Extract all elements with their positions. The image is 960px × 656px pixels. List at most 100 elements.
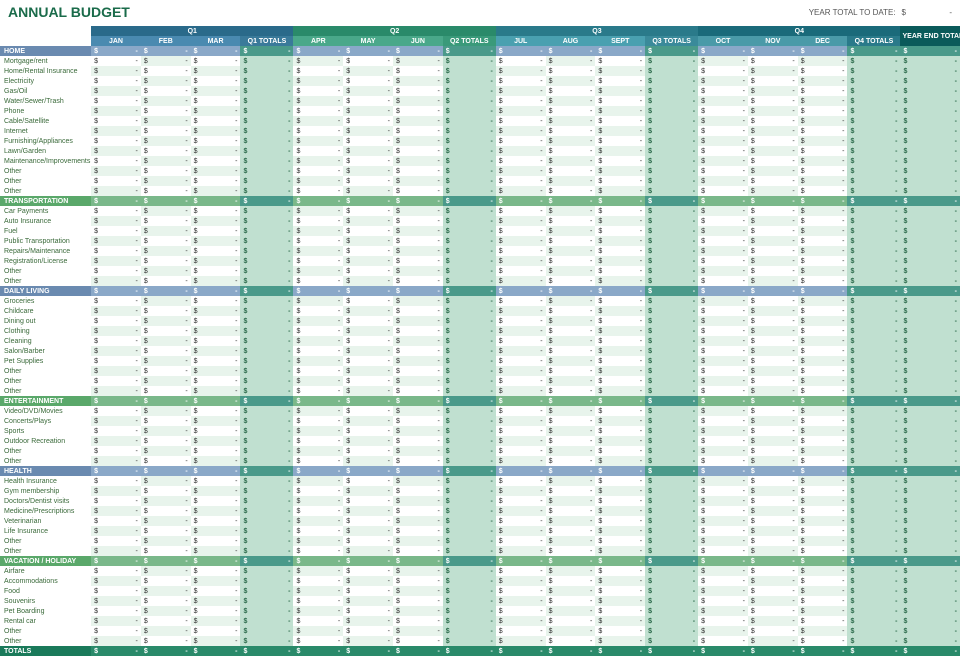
amount-cell[interactable]: $-	[900, 146, 960, 156]
amount-cell[interactable]: $-	[191, 126, 241, 136]
amount-cell[interactable]: $-	[443, 126, 496, 136]
amount-cell[interactable]: $-	[645, 86, 698, 96]
amount-cell[interactable]: $-	[91, 536, 141, 546]
amount-cell[interactable]: $-	[698, 146, 748, 156]
amount-cell[interactable]: $-	[900, 576, 960, 586]
amount-cell[interactable]: $-	[645, 506, 698, 516]
amount-cell[interactable]: $-	[393, 86, 443, 96]
amount-cell[interactable]: $-	[595, 436, 645, 446]
amount-cell[interactable]: $-	[393, 66, 443, 76]
amount-cell[interactable]: $-	[240, 406, 293, 416]
amount-cell[interactable]: $-	[343, 606, 393, 616]
amount-cell[interactable]: $-	[191, 376, 241, 386]
amount-cell[interactable]: $-	[343, 566, 393, 576]
amount-cell[interactable]: $-	[141, 626, 191, 636]
amount-cell[interactable]: $-	[900, 406, 960, 416]
amount-cell[interactable]: $-	[798, 76, 848, 86]
amount-cell[interactable]: $-	[496, 446, 546, 456]
amount-cell[interactable]: $-	[595, 296, 645, 306]
amount-cell[interactable]: $-	[798, 246, 848, 256]
amount-cell[interactable]: $-	[141, 456, 191, 466]
amount-cell[interactable]: $-	[595, 376, 645, 386]
amount-cell[interactable]: $-	[595, 166, 645, 176]
amount-cell[interactable]: $-	[293, 96, 343, 106]
amount-cell[interactable]: $-	[496, 576, 546, 586]
amount-cell[interactable]: $-	[91, 366, 141, 376]
amount-cell[interactable]: $-	[91, 476, 141, 486]
amount-cell[interactable]: $-	[91, 166, 141, 176]
amount-cell[interactable]: $-	[798, 416, 848, 426]
amount-cell[interactable]: $-	[748, 66, 798, 76]
amount-cell[interactable]: $-	[293, 336, 343, 346]
amount-cell[interactable]: $-	[343, 306, 393, 316]
amount-cell[interactable]: $-	[343, 206, 393, 216]
amount-cell[interactable]: $-	[293, 146, 343, 156]
amount-cell[interactable]: $-	[645, 206, 698, 216]
amount-cell[interactable]: $-	[496, 276, 546, 286]
amount-cell[interactable]: $-	[293, 626, 343, 636]
amount-cell[interactable]: $-	[141, 506, 191, 516]
amount-cell[interactable]: $-	[595, 176, 645, 186]
amount-cell[interactable]: $-	[293, 596, 343, 606]
amount-cell[interactable]: $-	[91, 206, 141, 216]
amount-cell[interactable]: $-	[900, 256, 960, 266]
amount-cell[interactable]: $-	[847, 596, 900, 606]
amount-cell[interactable]: $-	[293, 616, 343, 626]
amount-cell[interactable]: $-	[748, 626, 798, 636]
amount-cell[interactable]: $-	[546, 136, 596, 146]
amount-cell[interactable]: $-	[443, 576, 496, 586]
amount-cell[interactable]: $-	[748, 146, 798, 156]
amount-cell[interactable]: $-	[393, 166, 443, 176]
amount-cell[interactable]: $-	[595, 486, 645, 496]
amount-cell[interactable]: $-	[798, 516, 848, 526]
amount-cell[interactable]: $-	[847, 86, 900, 96]
amount-cell[interactable]: $-	[240, 526, 293, 536]
amount-cell[interactable]: $-	[847, 496, 900, 506]
amount-cell[interactable]: $-	[847, 106, 900, 116]
amount-cell[interactable]: $-	[141, 606, 191, 616]
amount-cell[interactable]: $-	[748, 416, 798, 426]
amount-cell[interactable]: $-	[798, 406, 848, 416]
amount-cell[interactable]: $-	[645, 366, 698, 376]
amount-cell[interactable]: $-	[546, 176, 596, 186]
amount-cell[interactable]: $-	[141, 106, 191, 116]
amount-cell[interactable]: $-	[847, 476, 900, 486]
amount-cell[interactable]: $-	[393, 246, 443, 256]
amount-cell[interactable]: $-	[240, 106, 293, 116]
amount-cell[interactable]: $-	[496, 406, 546, 416]
amount-cell[interactable]: $-	[191, 166, 241, 176]
amount-cell[interactable]: $-	[141, 66, 191, 76]
amount-cell[interactable]: $-	[546, 356, 596, 366]
amount-cell[interactable]: $-	[141, 346, 191, 356]
amount-cell[interactable]: $-	[798, 566, 848, 576]
amount-cell[interactable]: $-	[91, 616, 141, 626]
amount-cell[interactable]: $-	[191, 86, 241, 96]
amount-cell[interactable]: $-	[343, 506, 393, 516]
amount-cell[interactable]: $-	[191, 236, 241, 246]
amount-cell[interactable]: $-	[443, 356, 496, 366]
amount-cell[interactable]: $-	[496, 606, 546, 616]
amount-cell[interactable]: $-	[293, 376, 343, 386]
amount-cell[interactable]: $-	[748, 356, 798, 366]
amount-cell[interactable]: $-	[546, 506, 596, 516]
amount-cell[interactable]: $-	[900, 426, 960, 436]
amount-cell[interactable]: $-	[595, 566, 645, 576]
amount-cell[interactable]: $-	[847, 66, 900, 76]
amount-cell[interactable]: $-	[293, 486, 343, 496]
amount-cell[interactable]: $-	[443, 156, 496, 166]
amount-cell[interactable]: $-	[443, 516, 496, 526]
amount-cell[interactable]: $-	[546, 186, 596, 196]
amount-cell[interactable]: $-	[191, 516, 241, 526]
amount-cell[interactable]: $-	[393, 546, 443, 556]
amount-cell[interactable]: $-	[393, 266, 443, 276]
amount-cell[interactable]: $-	[698, 186, 748, 196]
amount-cell[interactable]: $-	[546, 346, 596, 356]
amount-cell[interactable]: $-	[293, 546, 343, 556]
amount-cell[interactable]: $-	[343, 436, 393, 446]
amount-cell[interactable]: $-	[443, 106, 496, 116]
amount-cell[interactable]: $-	[645, 496, 698, 506]
amount-cell[interactable]: $-	[240, 536, 293, 546]
amount-cell[interactable]: $-	[645, 116, 698, 126]
amount-cell[interactable]: $-	[343, 136, 393, 146]
amount-cell[interactable]: $-	[343, 576, 393, 586]
